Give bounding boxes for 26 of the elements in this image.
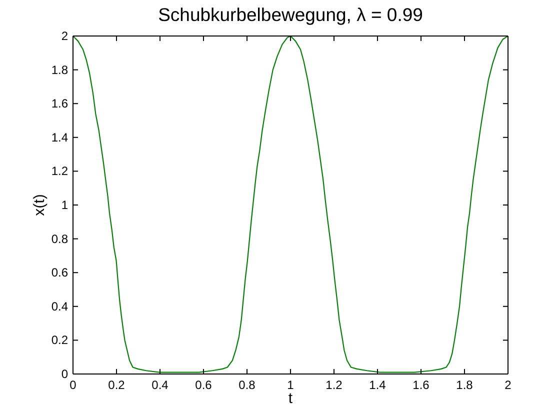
y-tick-label: 1.2 [51,164,68,178]
chart-title: Schubkurbelbewegung, λ = 0.99 [157,3,424,27]
y-axis-title: x(t) [30,194,49,216]
x-tick-label: 2 [504,378,512,392]
line-series [73,36,508,373]
x-tick-label: 0 [70,378,77,392]
y-tick-label: 0.4 [51,299,68,314]
x-tick-label: 1.6 [412,378,430,392]
y-tick-label: 0.2 [51,333,68,348]
x-tick-label: 0.8 [238,378,256,392]
y-tick-label: 0.6 [51,266,68,280]
y-tick-label: 1 [61,198,68,212]
x-tick-label: 1.4 [369,378,386,392]
x-tick-label: 0.4 [152,378,169,392]
x-tick-label: 1.2 [326,378,343,392]
y-tick-label: 2 [61,29,68,43]
x-tick-label: 1.8 [456,378,474,392]
x-axis-title: t [288,390,293,407]
y-tick-label: 0 [61,367,68,381]
y-tick-label: 0.8 [51,232,68,246]
x-tick-label: 0.6 [195,378,212,392]
y-tick-label: 1.8 [51,62,68,77]
y-tick-label: 1.6 [51,96,68,111]
y-tick-label: 1.4 [51,130,68,144]
x-tick-label: 1 [287,378,294,392]
x-tick-label: 0.2 [108,378,126,392]
